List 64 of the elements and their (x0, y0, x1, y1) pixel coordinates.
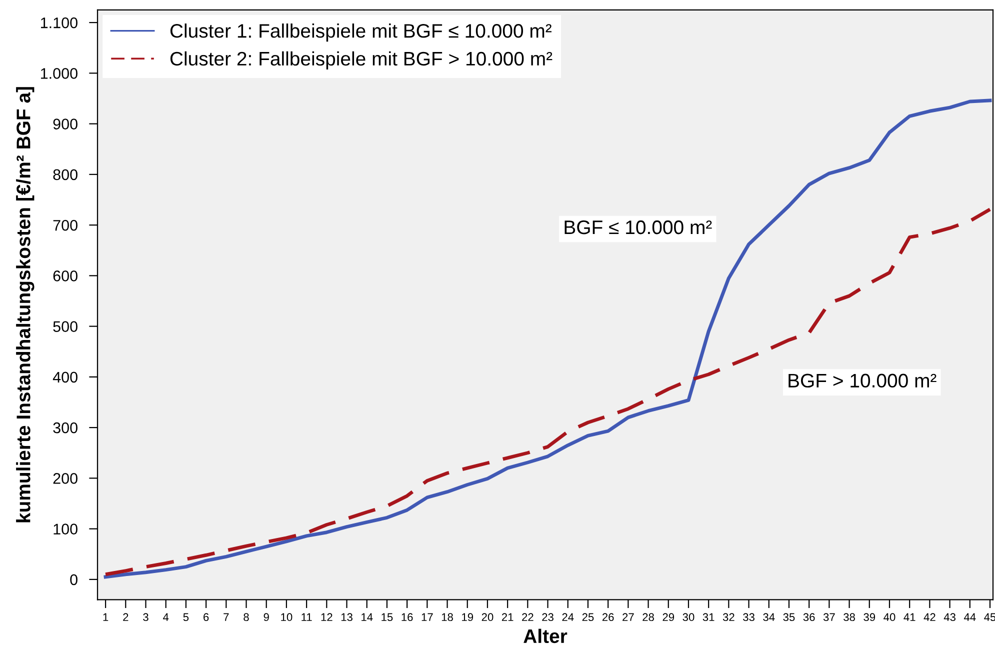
x-tick-label: 16 (402, 613, 413, 622)
legend-label: Cluster 2: Fallbeispiele mit BGF > 10.000 m² (170, 51, 552, 70)
x-tick-label: 26 (602, 613, 614, 622)
x-tick-label: 28 (642, 613, 654, 622)
x-tick-label: 27 (622, 613, 634, 621)
x-tick-label: 36 (803, 613, 815, 622)
x-tick-label: 33 (743, 613, 754, 622)
x-tick-label: 37 (823, 613, 835, 622)
annotation: BGF > 10.000 m² (788, 374, 936, 388)
y-tick-label: 500 (53, 321, 78, 332)
x-tick-label: 23 (542, 613, 554, 622)
x-tick-label: 5 (183, 613, 189, 622)
x-tick-label: 2 (123, 613, 128, 621)
x-tick-label: 44 (964, 613, 976, 621)
x-tick-label: 15 (382, 613, 393, 622)
x-tick-label: 14 (362, 613, 373, 621)
line-series (104, 208, 992, 576)
x-tick-label: 4 (163, 613, 169, 621)
x-tick-label: 9 (264, 613, 269, 622)
x-tick-label: 6 (204, 613, 209, 622)
y-tick-label: 1.000 (41, 68, 78, 79)
x-tick-label: 32 (722, 613, 734, 622)
y-tick-label: 600 (53, 270, 78, 282)
x-tick-label: 13 (341, 613, 352, 622)
x-tick-label: 20 (482, 613, 494, 622)
x-tick-label: 18 (442, 613, 453, 622)
x-tick-label: 22 (522, 613, 534, 621)
x-tick-label: 38 (844, 613, 855, 622)
x-tick-label: 25 (582, 613, 594, 622)
x-tick-label: 19 (462, 613, 474, 622)
y-tick-label: 100 (54, 524, 78, 534)
x-axis-title: Alter (524, 628, 568, 644)
y-tick-label: 0 (70, 574, 78, 586)
x-tick-label: 41 (904, 613, 916, 621)
y-tick-label: 300 (53, 422, 78, 434)
x-tick-label: 1 (103, 613, 108, 621)
annotation: BGF ≤ 10.000 m² (564, 220, 712, 234)
x-tick-label: 29 (662, 613, 674, 622)
y-tick-label: 1.100 (41, 17, 78, 28)
x-tick-label: 8 (244, 613, 249, 622)
legend-label: Cluster 1: Fallbeispiele mit BGF ≤ 10.000 m² (170, 23, 552, 42)
y-tick-label: 200 (53, 473, 78, 484)
x-tick-label: 3 (143, 613, 148, 622)
x-tick-label: 40 (884, 613, 896, 622)
x-tick-label: 12 (321, 613, 332, 621)
x-tick-label: 34 (763, 613, 775, 622)
x-tick-label: 10 (281, 613, 292, 622)
x-tick-label: 7 (224, 613, 229, 621)
y-tick-label: 700 (53, 220, 78, 231)
x-tick-label: 30 (682, 613, 694, 622)
line-series (104, 98, 992, 579)
y-tick-label: 800 (53, 169, 78, 180)
x-tick-label: 11 (302, 613, 312, 621)
x-tick-label: 24 (562, 613, 574, 621)
x-tick-label: 42 (924, 613, 936, 621)
x-tick-label: 43 (944, 613, 956, 622)
x-tick-label: 17 (422, 613, 433, 621)
x-tick-label: 39 (864, 613, 876, 622)
x-tick-label: 35 (783, 613, 795, 622)
y-tick-label: 400 (52, 372, 78, 383)
y-axis-title: kumulierte Instandhaltungskosten [€/m² BGF a] (16, 87, 34, 522)
x-tick-label: 21 (502, 613, 514, 621)
x-tick-label: 31 (702, 613, 714, 622)
y-tick-label: 900 (53, 118, 78, 130)
